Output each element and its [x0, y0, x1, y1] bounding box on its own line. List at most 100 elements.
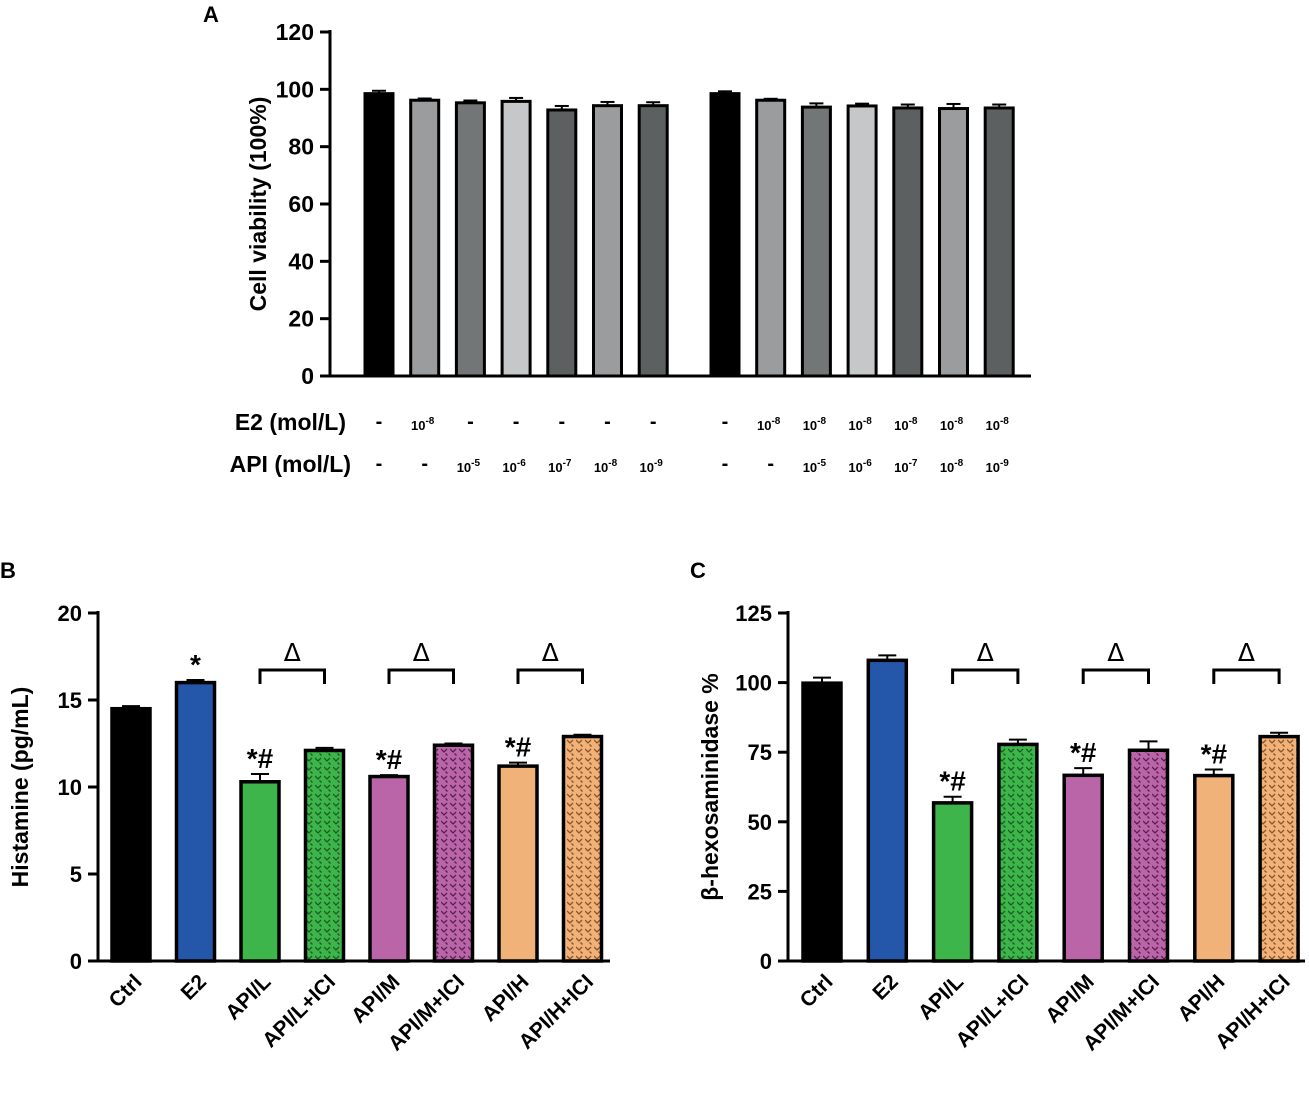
y-axis-title: Histamine (pg/mL)	[7, 687, 33, 888]
e2-condition-label: -	[467, 411, 474, 433]
bar	[1062, 773, 1104, 963]
api-condition-label: 10-5	[457, 458, 481, 475]
bar	[500, 99, 532, 378]
bar	[846, 104, 878, 378]
significance-marker: *#	[376, 744, 403, 775]
y-tick-label: 0	[70, 949, 82, 974]
bar	[174, 680, 217, 963]
bar	[546, 108, 578, 378]
significance-marker: *#	[1201, 738, 1228, 769]
y-tick-label: 100	[735, 671, 772, 696]
panel-c-chart: 0 25 50 75 100 125 β-hexosaminidase % Ctrl E2 *# A…	[697, 601, 1305, 1055]
bar	[110, 706, 152, 963]
y-tick-label: 20	[288, 306, 314, 332]
api-condition-label: 10-8	[940, 458, 964, 475]
bar	[592, 104, 623, 378]
panel-b-chart: 0 5 10 15 20 Histamine (pg/mL) Ctrl * E2 *# API/L A…	[7, 601, 610, 1055]
bar	[363, 92, 395, 378]
e2-condition-label: -	[650, 411, 657, 433]
x-category-label: API/L	[221, 970, 275, 1024]
significance-bracket	[258, 668, 326, 684]
x-category-label: E2	[177, 970, 211, 1004]
bar	[368, 774, 410, 963]
bar	[709, 92, 741, 378]
y-tick-label: 5	[70, 862, 82, 887]
api-condition-label: 10-7	[894, 458, 918, 475]
bar	[892, 106, 924, 378]
e2-condition-label: -	[376, 411, 383, 433]
bar	[1193, 773, 1235, 963]
panel-a-chart: 0 20 40 60 80 100 120 Cell viability (100%) E2 (…	[230, 19, 1031, 477]
e2-condition-label: 10-8	[757, 416, 781, 433]
bar	[1258, 734, 1300, 963]
significance-bracket	[951, 668, 1020, 684]
significance-bracket	[1081, 668, 1150, 684]
y-tick-label: 50	[748, 810, 772, 835]
y-tick-label: 20	[58, 601, 82, 626]
y-tick-label: 0	[301, 363, 314, 389]
bracket-delta-label: Δ	[977, 638, 994, 667]
y-tick-label: 15	[58, 688, 82, 713]
significance-marker: *#	[247, 743, 274, 774]
y-tick-label: 0	[760, 949, 772, 974]
panel-label-c: C	[690, 558, 706, 583]
y-axis-title: Cell viability (100%)	[245, 97, 271, 312]
e2-condition-label: -	[722, 411, 729, 433]
bar	[303, 748, 346, 963]
api-condition-label: 10-8	[594, 458, 618, 475]
e2-condition-label: 10-8	[894, 416, 918, 433]
x-category-label: Ctrl	[105, 970, 147, 1012]
bar	[497, 764, 539, 963]
significance-marker: *#	[505, 732, 532, 763]
y-tick-label: 75	[748, 740, 772, 765]
significance-marker: *#	[939, 766, 966, 797]
y-tick-label: 10	[58, 775, 82, 800]
e2-condition-label: 10-8	[411, 416, 435, 433]
bracket-delta-label: Δ	[413, 638, 430, 667]
e2-condition-label: -	[604, 411, 611, 433]
api-condition-label: 10-6	[502, 458, 526, 475]
bar	[801, 681, 843, 963]
api-condition-label: -	[376, 453, 383, 475]
panel-label-b: B	[0, 558, 16, 583]
e2-condition-label: -	[513, 411, 520, 433]
api-condition-label: 10-6	[848, 458, 872, 475]
api-condition-label: 10-5	[803, 458, 827, 475]
bar	[983, 106, 1015, 378]
x-category-label: E2	[868, 970, 902, 1004]
bracket-delta-label: Δ	[1107, 638, 1124, 667]
e2-condition-label: -	[558, 411, 565, 433]
significance-bracket	[1212, 668, 1281, 684]
api-condition-label: -	[722, 453, 729, 475]
y-tick-label: 100	[276, 76, 314, 102]
y-axis-title: β-hexosaminidase %	[697, 673, 723, 901]
y-tick-label: 40	[288, 248, 314, 274]
api-condition-label: 10-9	[986, 458, 1010, 475]
panel-label-a: A	[203, 2, 219, 27]
x-category-label: Ctrl	[796, 970, 838, 1012]
x-category-label: API/H	[1173, 970, 1229, 1026]
bar	[1127, 748, 1170, 963]
bar	[997, 742, 1039, 963]
y-tick-label: 60	[288, 191, 314, 217]
y-tick-label: 125	[735, 601, 772, 626]
significance-bracket	[516, 668, 584, 684]
e2-condition-label: 10-8	[986, 416, 1010, 433]
x-category-label: API/L	[914, 970, 968, 1024]
bar	[454, 101, 486, 378]
bracket-delta-label: Δ	[284, 638, 301, 667]
bracket-delta-label: Δ	[542, 638, 559, 667]
y-tick-label: 80	[288, 134, 314, 160]
significance-marker: *	[190, 649, 201, 680]
significance-marker: *#	[1070, 737, 1097, 768]
x-category-label: API/M	[347, 970, 405, 1028]
y-tick-label: 120	[276, 19, 314, 45]
significance-bracket	[387, 668, 455, 684]
e2-condition-label: 10-8	[803, 416, 827, 433]
row-label-api: API (mol/L)	[230, 451, 351, 477]
api-condition-label: 10-9	[640, 458, 664, 475]
api-condition-label: -	[421, 453, 428, 475]
bar	[432, 743, 475, 963]
api-condition-label: 10-7	[548, 458, 572, 475]
